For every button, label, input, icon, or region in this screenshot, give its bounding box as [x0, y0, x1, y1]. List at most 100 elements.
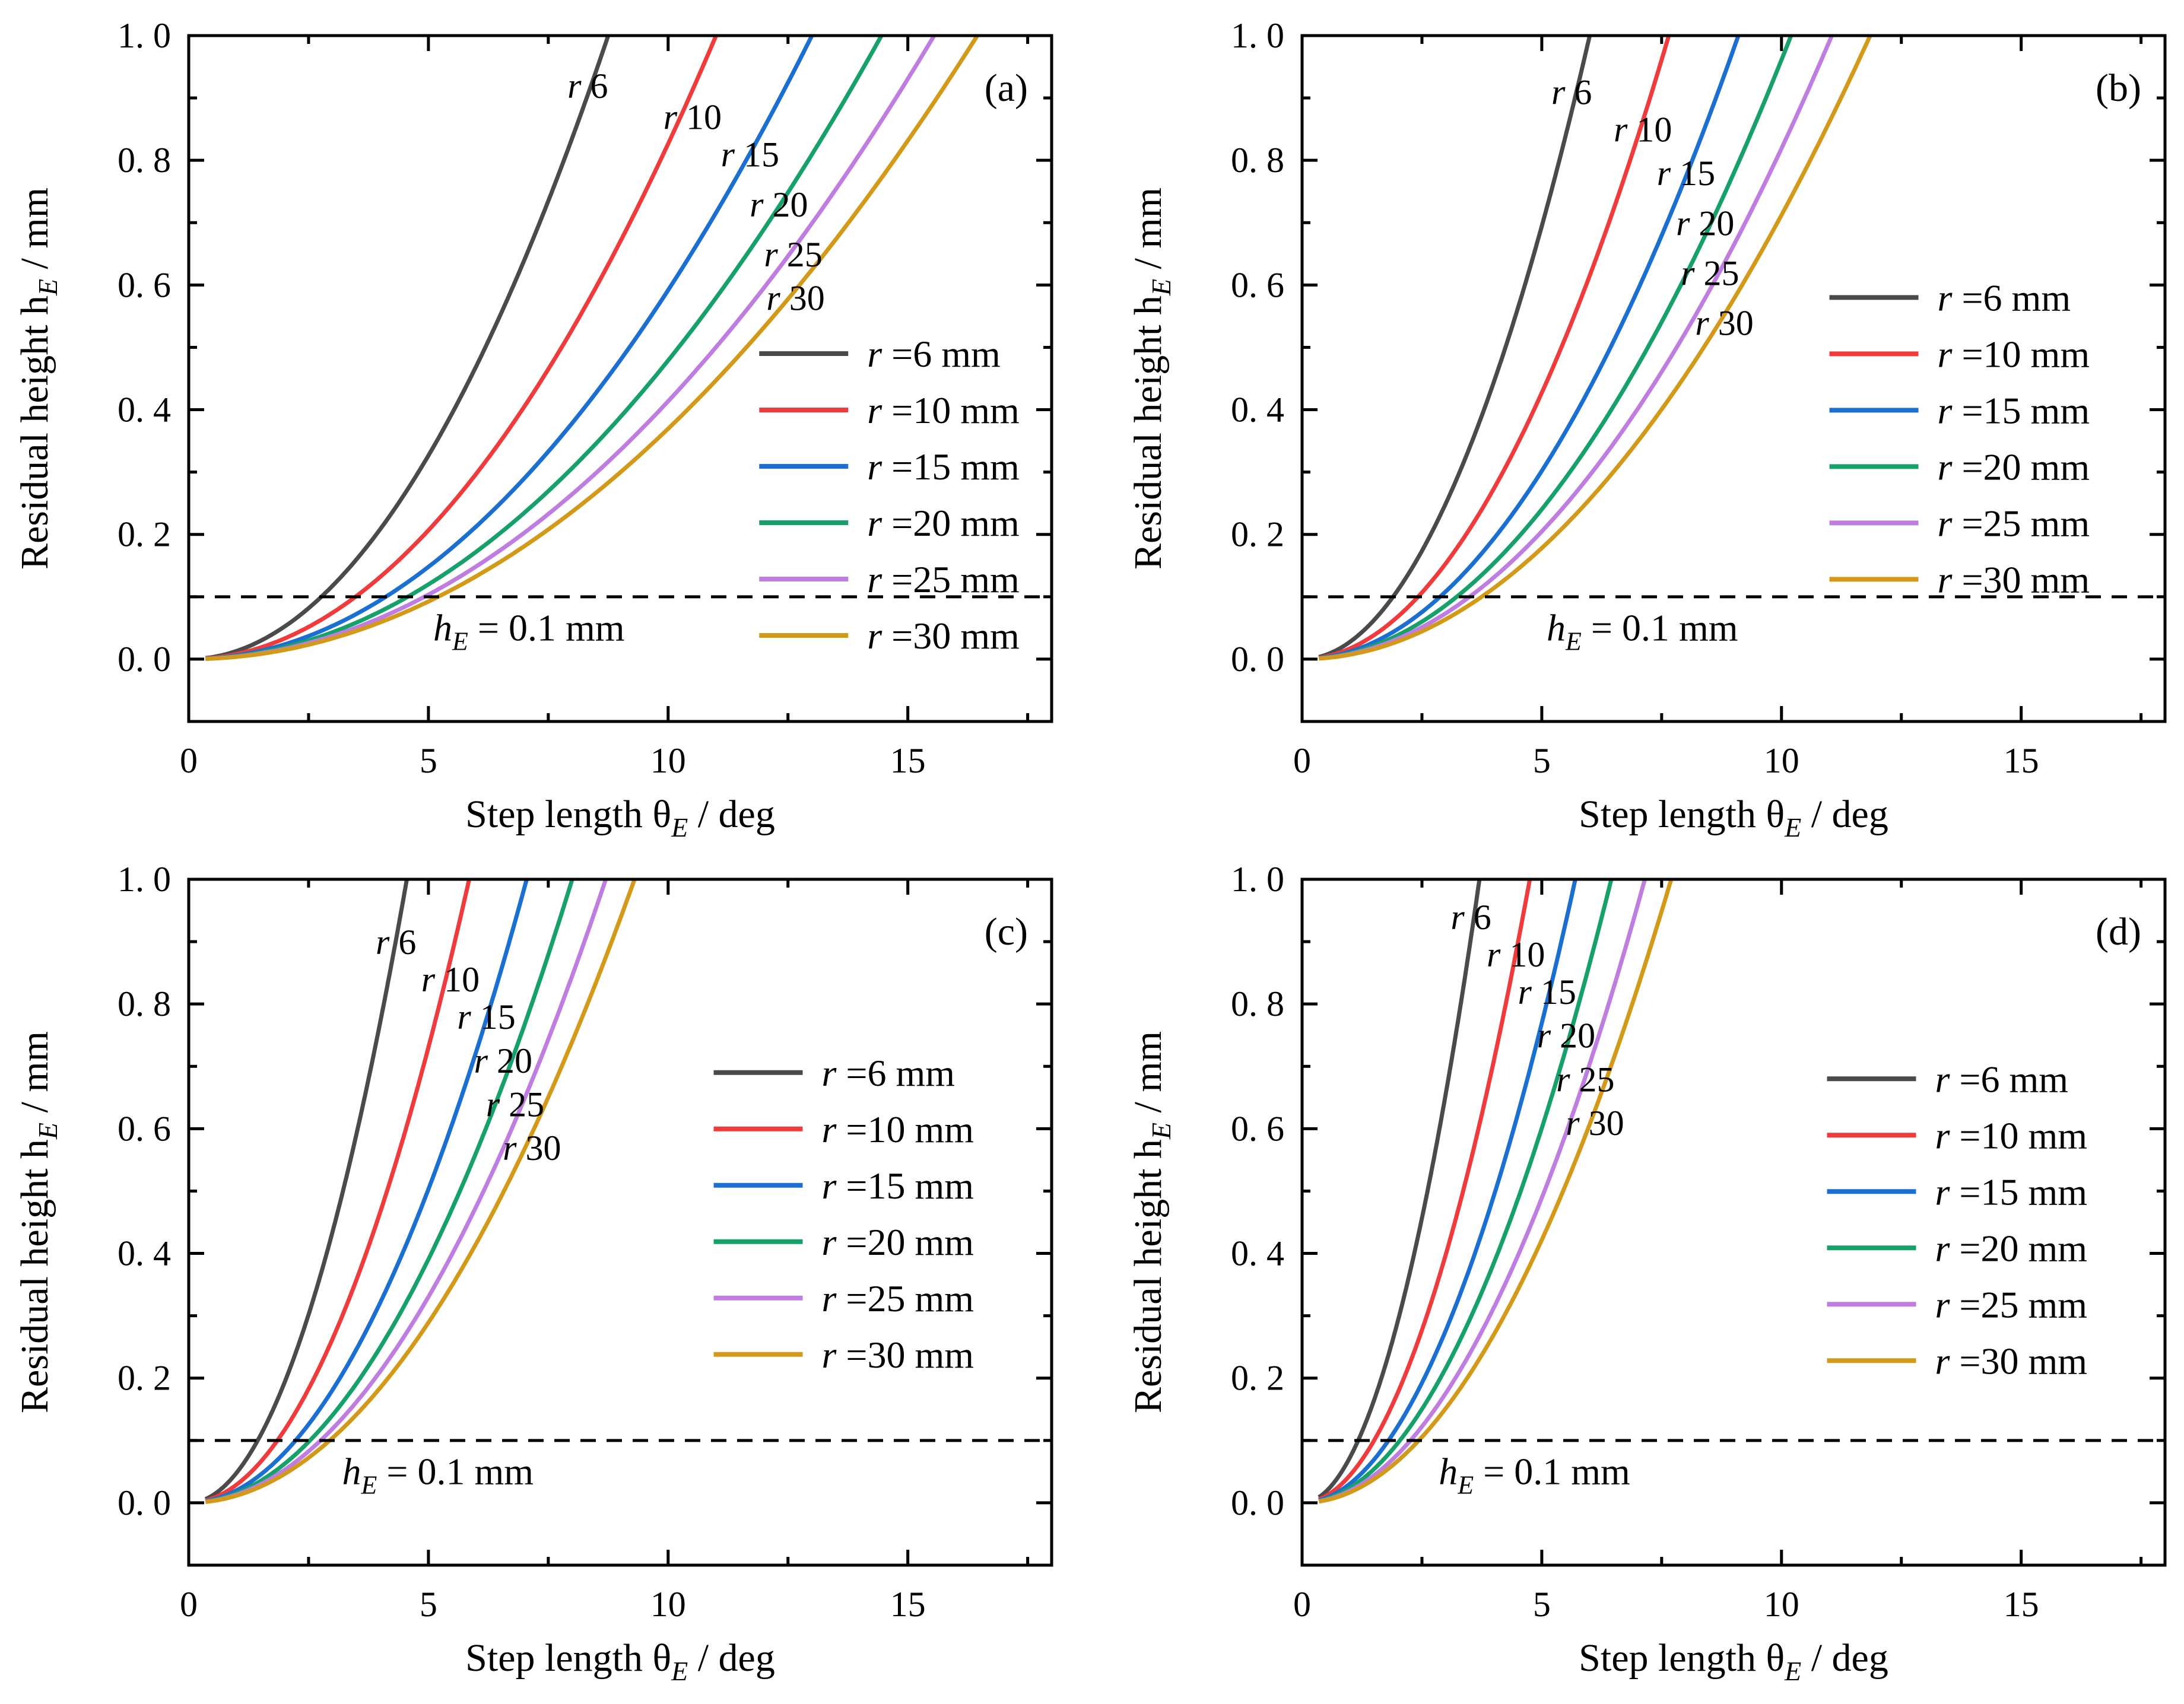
series-line-r30: [1318, 878, 1674, 1504]
legend-label-r20: r =20 mm: [1935, 1227, 2088, 1269]
y-axis-title: Residual height hE / mm: [1126, 187, 1176, 570]
series-line-r6: [1318, 35, 1592, 659]
legend-label-r10: r =10 mm: [867, 389, 1020, 431]
x-tick-label: 5: [1533, 1585, 1551, 1624]
series-line-r25: [205, 878, 608, 1504]
y-tick-label: 0. 6: [118, 265, 171, 304]
series-line-r6: [205, 34, 611, 660]
curve-label-r10: r 10: [664, 98, 722, 137]
threshold-label: hE = 0.1 mm: [433, 606, 625, 656]
y-tick-label: 0. 8: [1231, 141, 1284, 180]
series-line-r10: [1318, 35, 1671, 660]
threshold-label: hE = 0.1 mm: [342, 1450, 534, 1499]
legend-label-r30: r =30 mm: [1938, 558, 2090, 600]
series-line-r15: [1318, 34, 1741, 660]
y-tick-label: 0. 8: [1231, 984, 1284, 1023]
legend: r =6 mm r =10 mm r =15 mm r =20 mm r =25 mm r…: [1827, 1058, 2088, 1382]
legend-label-r15: r =15 mm: [822, 1165, 974, 1207]
series-line-r15: [1318, 879, 1577, 1503]
series-line-r30: [205, 878, 637, 1504]
legend-label-r20: r =20 mm: [867, 502, 1020, 544]
y-tick-label: 0. 2: [118, 515, 171, 554]
legend: r =6 mm r =10 mm r =15 mm r =20 mm r =25 mm r…: [1829, 276, 2090, 600]
x-tick-label: 5: [420, 1585, 437, 1624]
curve-label-r6: r 6: [376, 923, 416, 962]
series-line-r15: [205, 34, 814, 661]
series-line-r20: [205, 878, 574, 1504]
x-tick-label: 0: [180, 1585, 198, 1624]
plot-frame: [1300, 878, 2167, 1567]
y-tick-label: 0. 4: [1231, 1234, 1284, 1273]
y-tick-label: 0. 4: [118, 1234, 171, 1273]
x-tick-label: 10: [650, 1585, 686, 1624]
y-tick-label: 0. 4: [1231, 390, 1284, 430]
plot-frame: [187, 878, 1053, 1567]
series-line-r30: [1319, 34, 1872, 661]
y-tick-label: 0. 8: [118, 141, 171, 180]
curve-label-r10: r 10: [1614, 110, 1672, 150]
series-line-r25: [1318, 879, 1647, 1503]
x-tick-label: 15: [2004, 741, 2039, 780]
curve-label-r30: r 30: [766, 278, 824, 317]
curve-label-r20: r 20: [1676, 204, 1734, 243]
y-tick-label: 0. 8: [118, 984, 171, 1023]
y-axis-title: Residual height hE / mm: [1126, 1031, 1176, 1413]
series-line-r25: [205, 34, 937, 661]
legend-label-r25: r =25 mm: [867, 558, 1020, 600]
curve-label-r25: r 25: [486, 1085, 544, 1124]
x-tick-label: 5: [1533, 741, 1551, 780]
series-line-r30: [205, 34, 979, 661]
curve-label-r15: r 15: [457, 997, 515, 1037]
y-tick-label: 1. 0: [118, 860, 171, 899]
x-axis-title: Step length θE / deg: [465, 793, 775, 843]
y-tick-label: 1. 0: [118, 16, 171, 55]
legend-label-r30: r =30 mm: [867, 615, 1020, 657]
series-group: [1318, 878, 1674, 1504]
x-tick-label: 5: [420, 741, 437, 780]
legend: r =6 mm r =10 mm r =15 mm r =20 mm r =25 mm r…: [759, 333, 1020, 657]
plot-frame: [187, 34, 1053, 723]
series-line-r15: [205, 879, 529, 1503]
y-tick-label: 0. 6: [118, 1109, 171, 1148]
x-tick-label: 0: [1293, 1585, 1311, 1624]
curve-label-r6: r 6: [1551, 73, 1592, 112]
legend-label-r25: r =25 mm: [822, 1277, 974, 1320]
x-tick-label: 0: [180, 741, 198, 780]
y-tick-label: 0. 6: [1231, 1109, 1284, 1148]
curve-label-r30: r 30: [1695, 303, 1753, 342]
y-tick-label: 0. 6: [1231, 265, 1284, 304]
curve-label-r10: r 10: [1487, 935, 1545, 974]
series-line-r6: [204, 879, 409, 1501]
series-line-r20: [1318, 34, 1793, 661]
legend-label-r20: r =20 mm: [822, 1221, 974, 1263]
curve-label-r20: r 20: [750, 185, 808, 224]
legend-label-r10: r =10 mm: [1935, 1114, 2088, 1156]
y-axis-title: Residual height hE / mm: [13, 187, 63, 570]
curve-label-r15: r 15: [721, 135, 779, 174]
x-tick-label: 15: [890, 741, 926, 780]
y-tick-label: 0. 4: [118, 390, 171, 430]
y-tick-label: 0. 2: [118, 1359, 171, 1398]
legend-label-r6: r =6 mm: [1938, 276, 2071, 319]
x-axis-title: Step length θE / deg: [465, 1636, 775, 1686]
curve-label-r10: r 10: [421, 960, 480, 999]
panel-label: (d): [2096, 910, 2141, 953]
legend-label-r10: r =10 mm: [1938, 333, 2090, 375]
legend-label-r30: r =30 mm: [822, 1334, 974, 1376]
chart-panel-c: 0 5 10 15 0. 0 0. 2 0. 4 0. 6 0. 8 1. 0 Step lengt…: [13, 860, 1053, 1686]
curve-label-r6: r 6: [567, 66, 608, 106]
legend-label-r6: r =6 mm: [822, 1052, 956, 1094]
curve-label-r20: r 20: [1537, 1016, 1595, 1056]
y-tick-label: 0. 0: [1231, 1483, 1284, 1522]
legend-label-r20: r =20 mm: [1938, 446, 2090, 488]
chart-panel-b: 0 5 10 15 0. 0 0. 2 0. 4 0. 6 0. 8 1. 0 Step lengt…: [1126, 16, 2167, 843]
legend-label-r15: r =15 mm: [867, 446, 1020, 488]
curve-label-r15: r 15: [1657, 154, 1715, 193]
panel-label: (a): [985, 66, 1028, 110]
x-tick-label: 0: [1293, 741, 1311, 780]
panel-label: (c): [985, 910, 1028, 953]
series-line-r6: [1318, 879, 1482, 1499]
x-tick-label: 10: [650, 741, 686, 780]
y-tick-label: 0. 0: [1231, 640, 1284, 679]
threshold-label: hE = 0.1 mm: [1439, 1450, 1630, 1499]
